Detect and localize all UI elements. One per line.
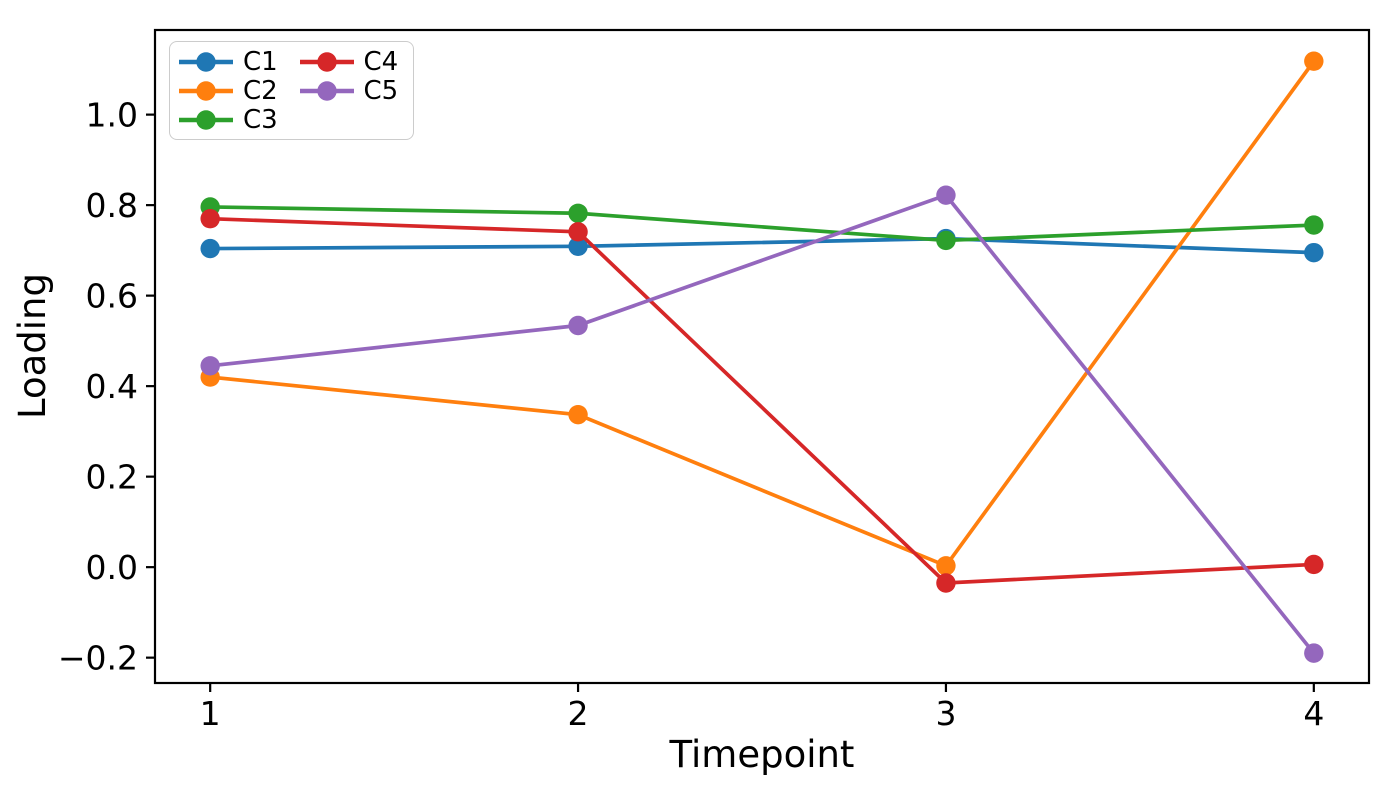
series-C2	[200, 51, 1324, 576]
data-point-C2-t4	[1304, 51, 1324, 71]
legend-item-c1: C1	[179, 49, 284, 75]
series-line-C1	[210, 236, 1314, 255]
legend-marker-c5	[299, 80, 354, 101]
data-point-C2-t2	[568, 404, 588, 425]
series-C1	[200, 228, 1324, 263]
legend-item-c4: C4	[299, 46, 405, 77]
data-point-C4-t3	[936, 573, 956, 593]
legend-marker-c2	[179, 80, 233, 101]
data-point-C1-t4	[1304, 242, 1324, 263]
series-line-C4	[210, 216, 1314, 585]
y-tick-label: 0.4	[86, 367, 138, 406]
y-tick-label: −0.2	[58, 639, 138, 678]
legend-label-c4: C4	[363, 46, 399, 77]
legend-marker-c3	[179, 109, 233, 130]
legend-label-c5: C5	[363, 75, 399, 106]
legend: C1 C2 C3 C4	[169, 41, 414, 140]
legend-label-c3: C3	[243, 104, 278, 135]
y-axis-label: Loading	[11, 273, 54, 419]
y-tick-label: 0.6	[86, 277, 138, 316]
data-point-C5-t2	[568, 315, 588, 336]
x-tick-label: 4	[1303, 694, 1324, 733]
y-tick-label: 1.0	[86, 96, 138, 135]
data-point-C5-t4	[1304, 643, 1324, 663]
legend-label-c2: C2	[243, 75, 278, 106]
data-point-C3-t2	[568, 203, 588, 223]
data-point-C3-t4	[1304, 215, 1324, 235]
x-axis-label: Timepoint	[669, 733, 855, 776]
data-point-C5-t1	[200, 356, 220, 376]
legend-item-c3: C3	[179, 107, 284, 133]
plot-border	[153, 28, 1371, 685]
data-point-C4-t4	[1304, 554, 1324, 575]
legend-item-c5: C5	[299, 75, 405, 106]
legend-marker-c4	[299, 51, 354, 72]
x-tick-label: 2	[568, 694, 589, 733]
x-tick-label: 3	[935, 694, 956, 733]
series-C5	[200, 185, 1324, 663]
data-point-C5-t3	[936, 185, 956, 205]
series-line-C2	[209, 60, 1316, 569]
series-line-C5	[209, 192, 1316, 655]
legend-item-c2: C2	[179, 78, 284, 104]
data-point-C4-t1	[200, 209, 220, 229]
data-point-C2-t3	[936, 556, 956, 576]
legend-label-c1: C1	[243, 46, 278, 77]
legend-marker-c1	[179, 51, 233, 72]
data-point-C3-t3	[936, 230, 956, 251]
data-point-C1-t1	[200, 238, 220, 259]
x-tick-label: 1	[200, 694, 221, 733]
data-point-C1-t2	[568, 236, 588, 257]
data-point-C4-t2	[568, 222, 588, 242]
series-line-C3	[210, 205, 1314, 243]
y-tick-label: 0.8	[86, 186, 138, 225]
y-tick-label: 0.0	[86, 548, 138, 587]
series-C4	[200, 209, 1324, 593]
y-tick-label: 0.2	[86, 458, 138, 497]
